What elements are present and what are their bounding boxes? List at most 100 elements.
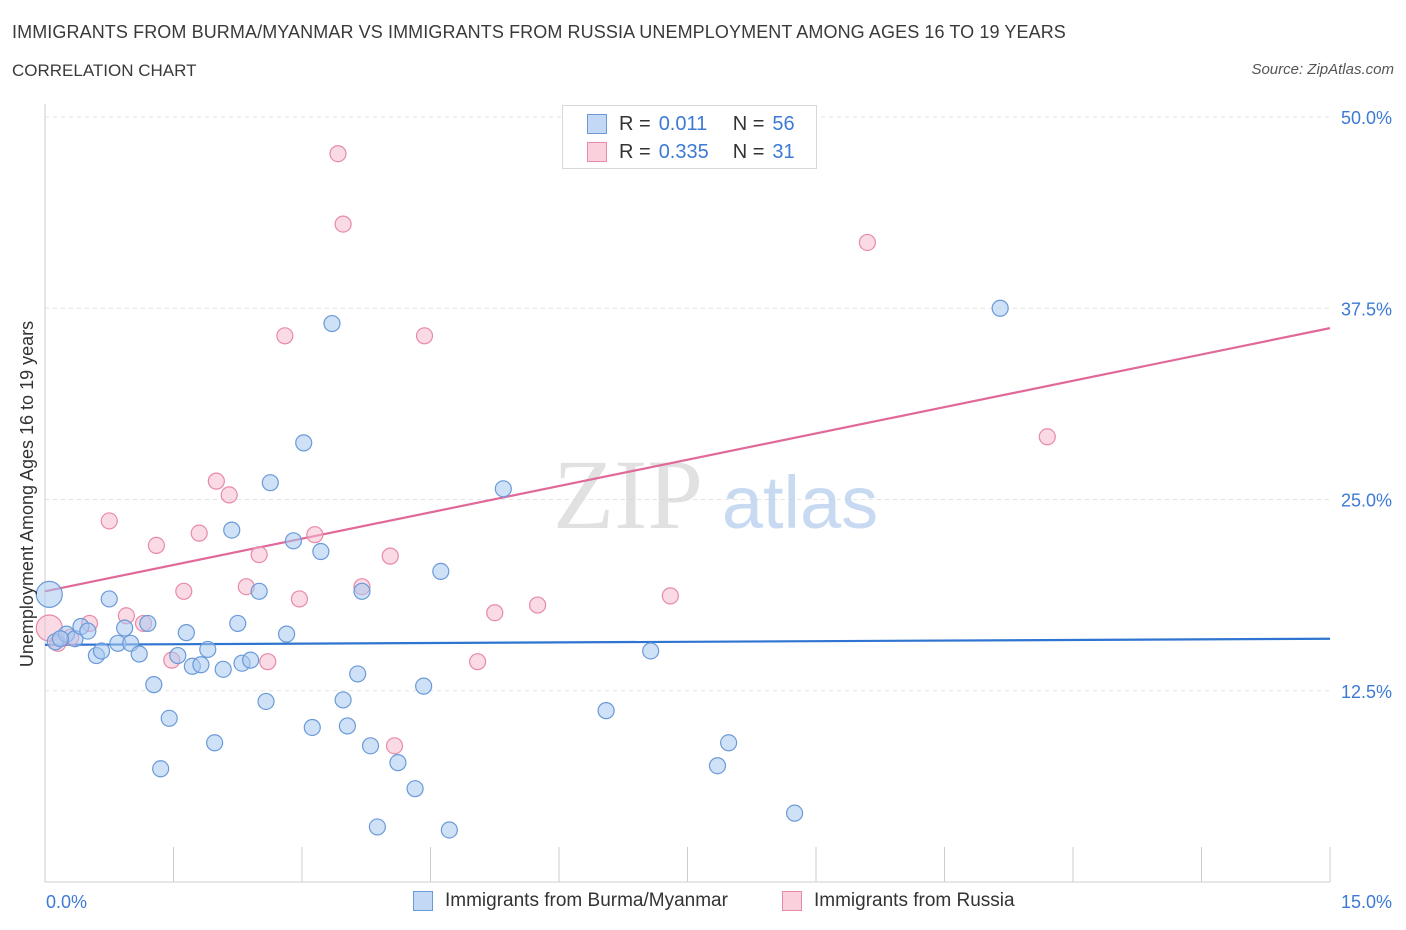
burma-point (160, 709, 178, 727)
burma-point (192, 656, 210, 674)
burma-point (145, 676, 163, 694)
r-label: R = (619, 112, 651, 135)
russia-point (415, 327, 434, 345)
burma-point (406, 780, 424, 798)
legend-item-burma: Immigrants from Burma/Myanmar (413, 890, 728, 912)
burma-point (642, 642, 660, 660)
burma-point (785, 804, 804, 822)
burma-r-value: 0.011 (658, 112, 708, 135)
burma-point (597, 702, 615, 720)
r-label: R = (619, 140, 651, 163)
legend-row-burma: R = 0.011 N = 56 (587, 111, 795, 137)
tick-labels: 12.5% 25.0% 37.5% 50.0% 0.0% 15.0% (46, 108, 1392, 912)
burma-point (295, 434, 313, 452)
y-tick-label: 50.0% (1341, 108, 1392, 128)
burma-point (389, 754, 407, 772)
chart-subtitle: CORRELATION CHART (12, 61, 197, 80)
grid-lines (45, 116, 1330, 692)
burma-point (432, 562, 450, 581)
burma-point (257, 692, 275, 711)
correlation-legend: R = 0.011 N = 56 R = 0.335 N = 31 (562, 105, 817, 169)
burma-point (139, 614, 157, 633)
y-axis-label: Unemployment Among Ages 16 to 19 years (17, 321, 37, 667)
watermark-zip: ZIP (553, 439, 703, 550)
russia-point (528, 596, 547, 614)
burma-point (277, 625, 296, 643)
russia-point (207, 472, 225, 490)
burma-point (250, 582, 268, 600)
axes (44, 104, 1331, 883)
x-tick-label: 0.0% (46, 892, 87, 912)
burma-point (368, 818, 386, 836)
burma-point (494, 480, 512, 498)
russia-point (306, 526, 324, 544)
russia-point (175, 582, 193, 600)
burma-point (440, 821, 458, 839)
burma-point (338, 717, 357, 735)
russia-point (220, 486, 238, 504)
series-legend: Immigrants from Burma/Myanmar Immigrants… (0, 888, 1406, 918)
data-points (35, 145, 1056, 839)
burma-point (229, 614, 247, 633)
burma-point (720, 734, 738, 752)
burma-point (100, 590, 118, 608)
russia-point (276, 327, 294, 345)
burma-point (303, 718, 321, 737)
russia-trend-line (44, 327, 1331, 593)
burma-point (361, 737, 380, 755)
russia-point (329, 145, 347, 163)
russia-legend-swatch (782, 891, 802, 911)
burma-point (199, 640, 217, 659)
russia-point (1038, 428, 1056, 446)
burma-point (323, 314, 341, 333)
burma-point (116, 619, 134, 637)
source-note: Source: ZipAtlas.com (1251, 61, 1394, 78)
burma-point (130, 645, 148, 663)
burma-point (79, 622, 97, 640)
russia-point (469, 653, 487, 671)
burma-point (349, 665, 367, 683)
x-tick-label: 15.0% (1341, 892, 1392, 912)
burma-point (242, 651, 260, 669)
burma-point (169, 646, 187, 665)
russia-r-value: 0.335 (658, 140, 709, 163)
burma-point (991, 299, 1009, 317)
burma-point (334, 691, 352, 709)
russia-point (385, 737, 404, 755)
russia-n-value: 31 (772, 140, 795, 163)
burma-legend-label: Immigrants from Burma/Myanmar (445, 890, 728, 911)
russia-point (259, 653, 277, 671)
burma-point (152, 760, 170, 778)
burma-point (35, 580, 63, 608)
burma-point (92, 642, 111, 660)
y-tick-label: 37.5% (1341, 299, 1392, 319)
burma-n-value: 56 (772, 112, 795, 135)
russia-legend-label: Immigrants from Russia (814, 890, 1015, 911)
n-label: N = (732, 140, 765, 163)
burma-point (284, 532, 303, 550)
russia-point (661, 587, 679, 605)
chart-title: IMMIGRANTS FROM BURMA/MYANMAR VS IMMIGRA… (12, 22, 1066, 42)
y-tick-label: 12.5% (1341, 682, 1392, 702)
burma-point (415, 677, 433, 695)
burma-trend-line (44, 637, 1331, 646)
burma-point (708, 757, 727, 775)
burma-legend-swatch (413, 891, 433, 911)
burma-point (51, 630, 70, 648)
russia-point (147, 536, 165, 555)
russia-swatch (587, 142, 607, 162)
burma-point (214, 660, 232, 678)
russia-point (100, 512, 118, 530)
russia-point (190, 524, 208, 542)
burma-point (312, 542, 330, 561)
russia-point (250, 545, 268, 564)
y-tick-label: 25.0% (1341, 491, 1392, 511)
burma-point (177, 624, 195, 642)
russia-point (486, 604, 504, 622)
russia-point (334, 215, 352, 233)
burma-point (223, 521, 241, 539)
burma-point (353, 582, 371, 600)
burma-point (206, 734, 224, 752)
n-label: N = (732, 112, 765, 135)
